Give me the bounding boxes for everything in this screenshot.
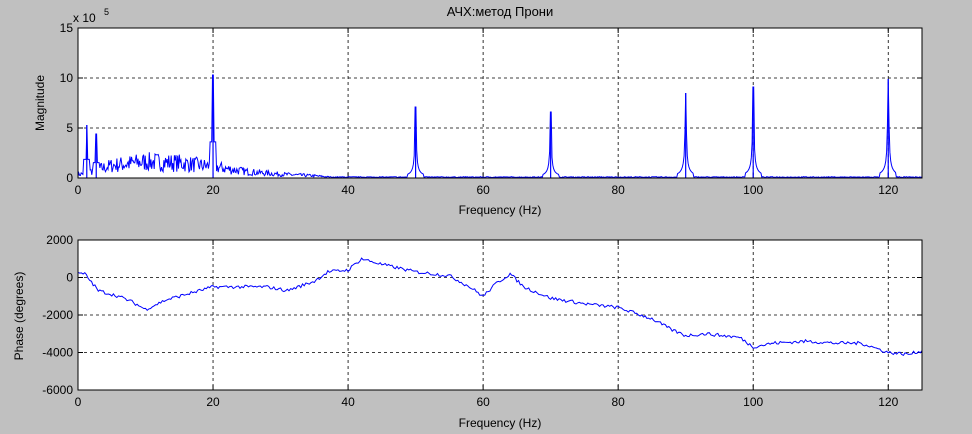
phase-ytick-label: -2000 bbox=[42, 308, 73, 322]
magnitude-xtick-label: 80 bbox=[611, 183, 625, 197]
phase-ytick-label: -6000 bbox=[42, 383, 73, 397]
figure-title: АЧХ:метод Прони bbox=[447, 4, 554, 19]
magnitude-xtick-label: 60 bbox=[476, 183, 490, 197]
phase-xtick-label: 120 bbox=[878, 395, 898, 409]
magnitude-xlabel: Frequency (Hz) bbox=[459, 203, 542, 217]
magnitude-xtick-label: 120 bbox=[878, 183, 898, 197]
magnitude-axes-frame bbox=[77, 27, 923, 179]
magnitude-ylabel: Magnitude bbox=[33, 75, 47, 131]
phase-xtick-label: 20 bbox=[206, 395, 220, 409]
phase-xtick-label: 0 bbox=[75, 395, 82, 409]
phase-xlabel: Frequency (Hz) bbox=[459, 416, 542, 430]
y-exponent-base: x 10 bbox=[73, 11, 96, 25]
magnitude-xtick-label: 0 bbox=[75, 183, 82, 197]
magnitude-ytick-label: 10 bbox=[60, 71, 74, 85]
phase-series-line bbox=[77, 257, 923, 357]
phase-xtick-label: 80 bbox=[611, 395, 625, 409]
y-exponent-power: 5 bbox=[104, 7, 109, 17]
phase-xtick-label: 60 bbox=[476, 395, 490, 409]
magnitude-ytick-label: 0 bbox=[66, 171, 73, 185]
magnitude-xtick-label: 20 bbox=[206, 183, 220, 197]
phase-xtick-label: 40 bbox=[341, 395, 355, 409]
magnitude-ytick-label: 5 bbox=[66, 121, 73, 135]
phase-axes: Phase (degrees) Frequency (Hz) 0 20 40 60 80… bbox=[12, 233, 923, 430]
phase-ytick-label: 0 bbox=[66, 271, 73, 285]
magnitude-xtick-label: 100 bbox=[743, 183, 763, 197]
phase-ytick-label: 2000 bbox=[46, 233, 73, 247]
phase-ytick-label: -4000 bbox=[42, 346, 73, 360]
phase-axes-frame bbox=[77, 239, 923, 391]
phase-ylabel: Phase (degrees) bbox=[12, 272, 26, 361]
magnitude-xtick-label: 40 bbox=[341, 183, 355, 197]
magnitude-series-line bbox=[77, 74, 922, 179]
magnitude-axes: АЧХ:метод Прони x 10 5 Magnitude Frequen… bbox=[33, 4, 923, 217]
phase-xtick-label: 100 bbox=[743, 395, 763, 409]
magnitude-ytick-label: 15 bbox=[60, 21, 74, 35]
magnitude-plot-area bbox=[78, 28, 922, 178]
